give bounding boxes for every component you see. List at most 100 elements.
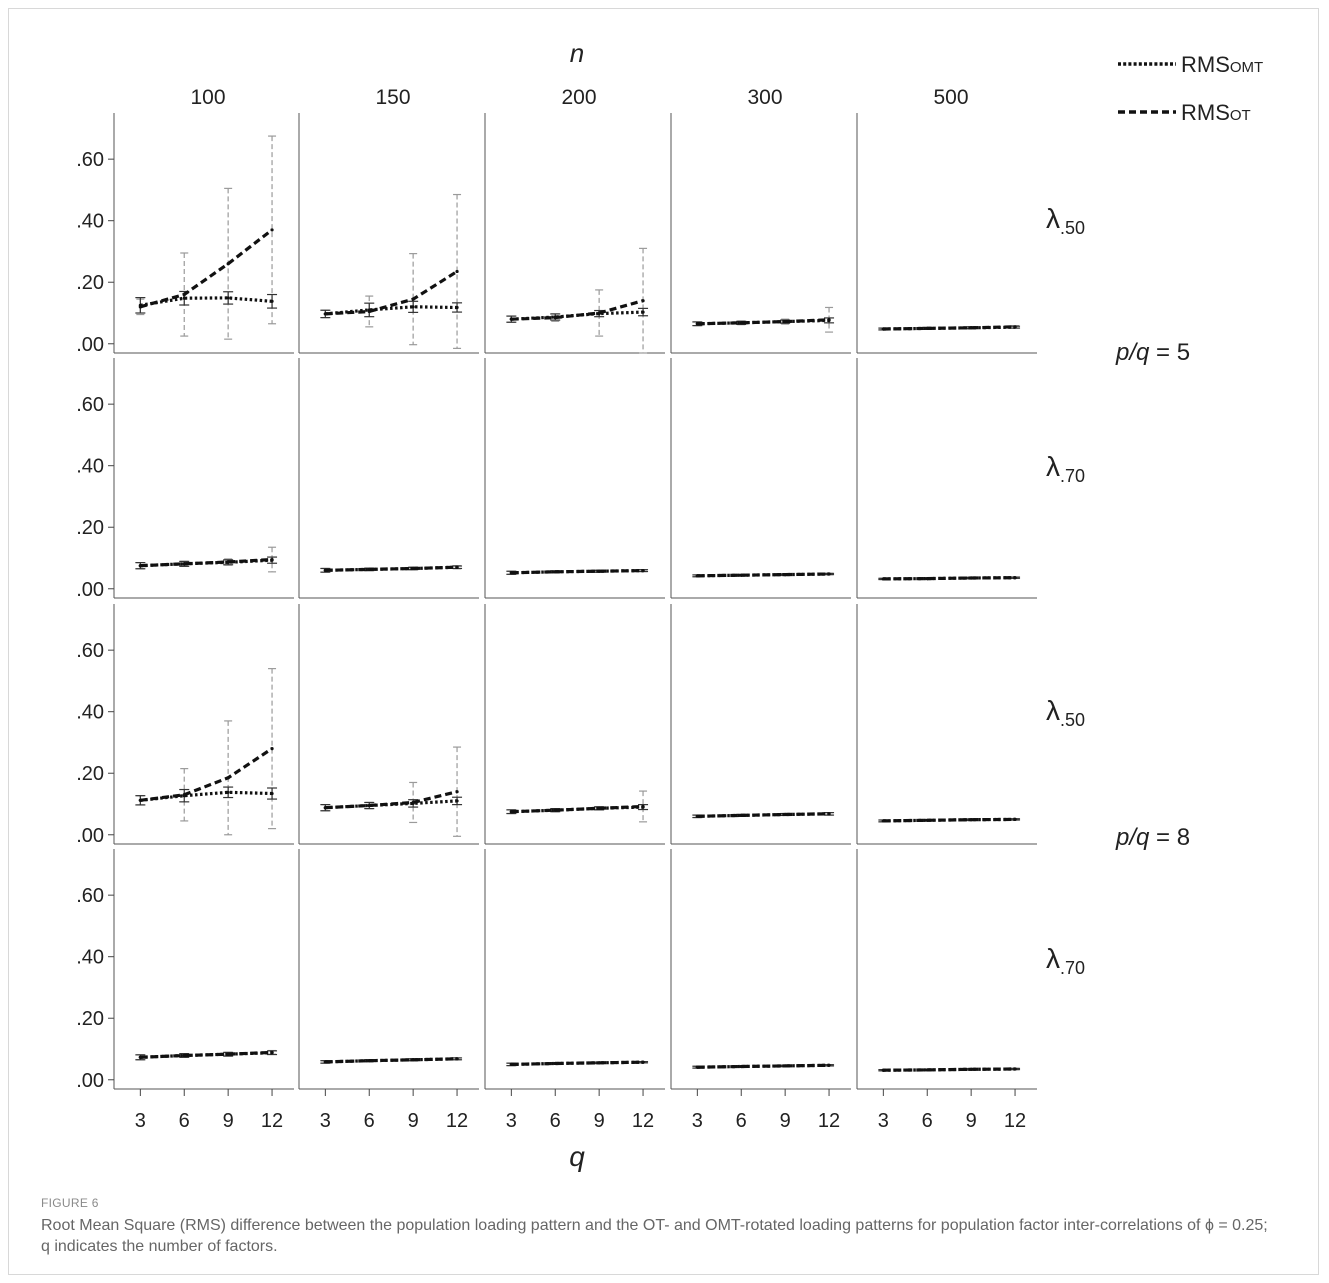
- ot-data-point: [881, 577, 885, 581]
- ot-data-point: [641, 804, 645, 809]
- y-tick-label: .40: [76, 456, 104, 478]
- omt-series-line: [325, 305, 458, 316]
- omt-series-line: [697, 318, 830, 326]
- x-tick-label: 3: [506, 1110, 517, 1132]
- facet-chart: .00 .20 .40 .60 .00 .20 .40 .60 .00 .20 .40 .60 .00.…: [76, 38, 1263, 1172]
- ot-data-point: [411, 800, 415, 805]
- row-group-label: p/q = 8: [1115, 824, 1190, 851]
- x-tick-label: 3: [692, 1110, 703, 1132]
- ot-data-point: [969, 1067, 973, 1071]
- x-tick-label: 9: [223, 1110, 234, 1132]
- x-tick-label: 6: [179, 1110, 190, 1132]
- omt-series-line: [883, 576, 1016, 581]
- x-tick-label: 6: [922, 1110, 933, 1132]
- y-tick-label: .20: [76, 763, 104, 785]
- ot-data-point: [739, 813, 743, 817]
- ot-data-point: [925, 326, 929, 330]
- y-tick-label: .40: [76, 211, 104, 233]
- legend-label: RMSOMT: [1181, 52, 1263, 77]
- ot-series-line: [511, 299, 644, 321]
- row-label: λ.50: [1046, 203, 1085, 238]
- y-axis-row-3: .00 .20 .40 .60: [76, 640, 114, 847]
- row-label: λ.70: [1046, 943, 1085, 978]
- panel-r2-c4: [670, 358, 851, 599]
- ot-data-point: [455, 790, 459, 794]
- omt-series-line: [325, 1057, 458, 1064]
- y-axis-row-4: .00 .20 .40 .60: [76, 885, 114, 1092]
- ot-data-point: [783, 320, 787, 324]
- y-tick-label: .40: [76, 947, 104, 969]
- omt-series-line: [883, 817, 1016, 823]
- omt-data-point: [182, 296, 186, 300]
- ot-data-point: [455, 269, 459, 274]
- panel-r3-c3: [484, 604, 665, 845]
- x-axis-col-4: 3 6 9 12: [692, 1089, 840, 1132]
- ot-data-point: [138, 798, 142, 802]
- y-tick-label: .00: [76, 825, 104, 847]
- ot-data-point: [969, 818, 973, 822]
- ot-data-point: [1013, 325, 1017, 329]
- ot-data-point: [827, 812, 831, 816]
- ot-data-point: [226, 560, 230, 564]
- omt-series-line: [511, 310, 644, 321]
- ot-data-point: [182, 292, 186, 297]
- ot-data-point: [739, 573, 743, 577]
- ot-data-point: [641, 1060, 645, 1064]
- x-tick-label: 6: [736, 1110, 747, 1132]
- x-tick-label: 12: [1004, 1110, 1026, 1132]
- ot-data-point: [597, 569, 601, 573]
- x-tick-label: 9: [966, 1110, 977, 1132]
- column-label: 500: [933, 86, 968, 109]
- ot-data-point: [925, 577, 929, 581]
- x-tick-label: 6: [550, 1110, 561, 1132]
- ot-data-point: [783, 1064, 787, 1068]
- ot-data-point: [367, 309, 371, 314]
- x-tick-label: 9: [780, 1110, 791, 1132]
- ot-data-point: [323, 806, 327, 810]
- panel-r1-c5: [856, 113, 1037, 354]
- omt-series-line: [140, 1051, 273, 1059]
- x-tick-label: 12: [261, 1110, 283, 1132]
- y-tick-label: .20: [76, 517, 104, 539]
- legend-item-2: RMSOT: [1118, 100, 1251, 125]
- ot-data-point: [455, 1057, 459, 1061]
- x-axis-label: q: [569, 1141, 585, 1172]
- panel-r2-c3: [484, 358, 665, 599]
- figure-caption: Root Mean Square (RMS) difference betwee…: [41, 1217, 1268, 1255]
- x-axis-col-3: 3 6 9 12: [506, 1089, 654, 1132]
- ot-data-point: [695, 1065, 699, 1069]
- ot-data-point: [270, 1050, 274, 1054]
- ot-data-point: [182, 793, 186, 797]
- ot-data-point: [881, 1068, 885, 1072]
- y-tick-label: .20: [76, 1008, 104, 1030]
- panel-r4-c2: [298, 849, 479, 1090]
- ot-data-point: [226, 776, 230, 780]
- panel-r1-c4: [670, 113, 851, 354]
- ot-data-point: [455, 565, 459, 569]
- omt-data-point: [226, 296, 230, 300]
- ot-data-point: [597, 806, 601, 810]
- ot-data-point: [739, 321, 743, 325]
- ot-data-point: [270, 557, 274, 562]
- omt-series-line: [697, 572, 830, 578]
- legend-item-1: RMSOMT: [1118, 52, 1263, 77]
- omt-series-line: [325, 799, 458, 810]
- x-axis-col-5: 3 6 9 12: [878, 1089, 1026, 1132]
- omt-data-point: [226, 790, 230, 794]
- ot-data-point: [270, 228, 274, 232]
- ot-data-point: [182, 562, 186, 566]
- panel-r4-c3: [484, 849, 665, 1090]
- ot-data-point: [881, 327, 885, 331]
- x-tick-label: 12: [446, 1110, 468, 1132]
- ot-data-point: [695, 814, 699, 818]
- x-tick-label: 6: [364, 1110, 375, 1132]
- omt-series-line: [140, 790, 273, 802]
- figure-frame: [8, 8, 1319, 1275]
- ot-data-point: [270, 747, 274, 751]
- y-axis-row-1: .00 .20 .40 .60: [76, 149, 114, 356]
- x-tick-label: 3: [878, 1110, 889, 1132]
- panel-r4-c5: [856, 849, 1037, 1090]
- panel-r2-c1: [113, 358, 294, 599]
- ot-data-point: [695, 574, 699, 578]
- panel-r2-c2: [298, 358, 479, 599]
